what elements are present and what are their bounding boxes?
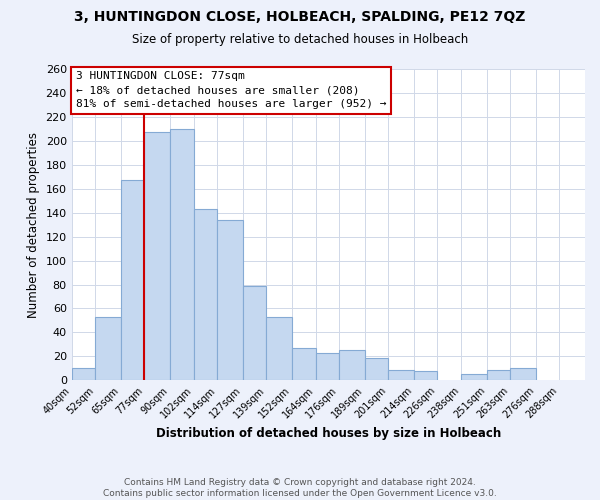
- Bar: [414, 370, 437, 380]
- Y-axis label: Number of detached properties: Number of detached properties: [27, 132, 40, 318]
- Bar: [365, 358, 388, 380]
- Bar: [292, 348, 316, 380]
- Bar: [487, 370, 510, 380]
- Text: Size of property relative to detached houses in Holbeach: Size of property relative to detached ho…: [132, 32, 468, 46]
- Bar: [243, 286, 266, 380]
- Bar: [170, 129, 194, 380]
- Bar: [71, 368, 95, 380]
- Text: 3, HUNTINGDON CLOSE, HOLBEACH, SPALDING, PE12 7QZ: 3, HUNTINGDON CLOSE, HOLBEACH, SPALDING,…: [74, 10, 526, 24]
- Bar: [194, 209, 217, 380]
- Bar: [145, 132, 170, 380]
- Bar: [217, 220, 243, 380]
- Text: 3 HUNTINGDON CLOSE: 77sqm
← 18% of detached houses are smaller (208)
81% of semi: 3 HUNTINGDON CLOSE: 77sqm ← 18% of detac…: [76, 72, 386, 110]
- Bar: [339, 350, 365, 380]
- Bar: [266, 317, 292, 380]
- Bar: [121, 180, 145, 380]
- Bar: [461, 374, 487, 380]
- Bar: [95, 317, 121, 380]
- Bar: [388, 370, 414, 380]
- Text: Contains HM Land Registry data © Crown copyright and database right 2024.
Contai: Contains HM Land Registry data © Crown c…: [103, 478, 497, 498]
- X-axis label: Distribution of detached houses by size in Holbeach: Distribution of detached houses by size …: [156, 427, 501, 440]
- Bar: [510, 368, 536, 380]
- Bar: [316, 352, 339, 380]
